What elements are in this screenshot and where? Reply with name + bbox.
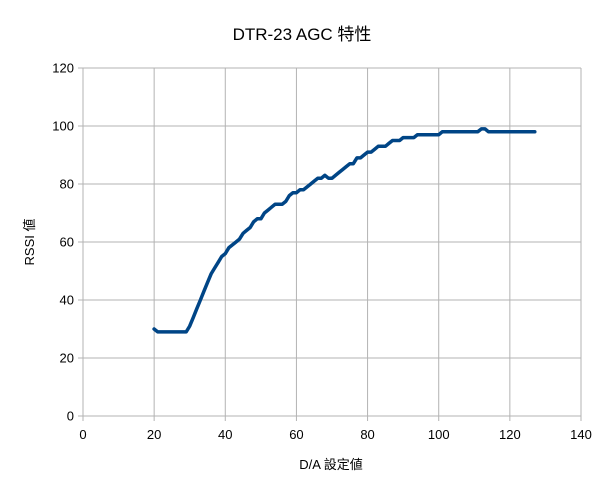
x-tick-label: 120 <box>499 427 521 442</box>
x-axis-title: D/A 設定値 <box>299 457 363 472</box>
y-tick-label: 80 <box>60 177 74 192</box>
y-tick-label: 100 <box>52 119 74 134</box>
y-tick-label: 60 <box>60 235 74 250</box>
y-axis-title: RSSI 値 <box>22 219 37 266</box>
series-group <box>152 127 537 334</box>
series-line <box>152 127 537 334</box>
x-tick-label: 80 <box>360 427 374 442</box>
y-tick-label: 20 <box>60 351 74 366</box>
x-tick-label: 0 <box>79 427 86 442</box>
x-axis: 0 20 40 60 80 100 120 140 <box>79 427 591 442</box>
y-tick-label: 40 <box>60 293 74 308</box>
x-tick-label: 100 <box>428 427 450 442</box>
x-tick-label: 40 <box>218 427 232 442</box>
y-tick-label: 120 <box>52 61 74 76</box>
y-tick-label: 0 <box>67 409 74 424</box>
chart-title: DTR-23 AGC 特性 <box>233 25 372 44</box>
grid <box>78 67 582 421</box>
x-tick-label: 140 <box>570 427 592 442</box>
y-axis: 0 20 40 60 80 100 120 <box>52 61 74 424</box>
x-tick-label: 60 <box>289 427 303 442</box>
x-tick-label: 20 <box>147 427 161 442</box>
